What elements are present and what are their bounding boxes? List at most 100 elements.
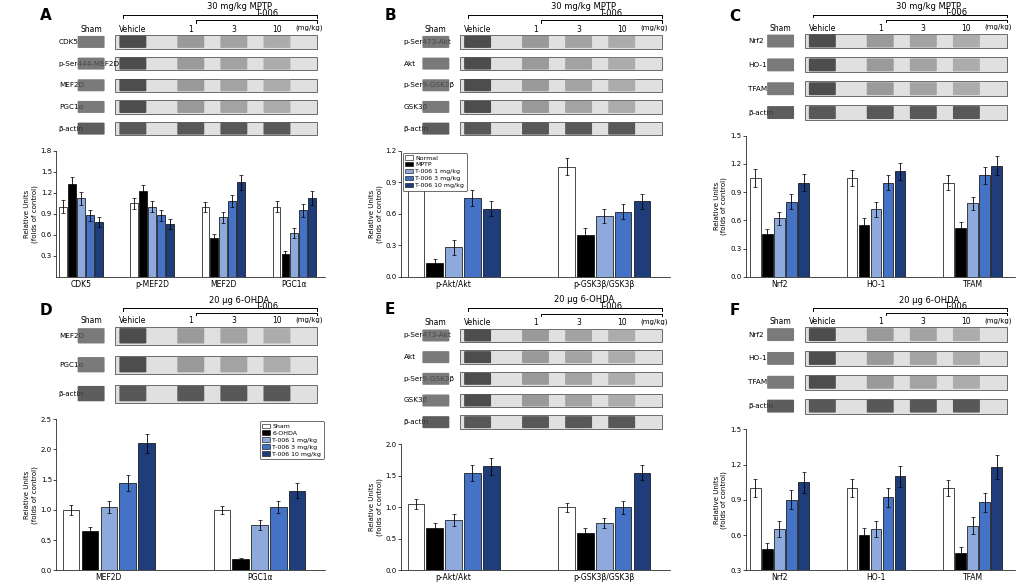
Text: (mg/kg): (mg/kg)	[639, 318, 666, 325]
Bar	[557, 166, 575, 277]
Bar	[804, 375, 1006, 390]
Bar	[943, 488, 953, 570]
Text: β-actin: β-actin	[59, 390, 84, 397]
FancyBboxPatch shape	[77, 357, 105, 372]
FancyBboxPatch shape	[422, 351, 449, 363]
Bar	[482, 209, 499, 277]
Text: 30 mg/kg MPTP: 30 mg/kg MPTP	[207, 2, 271, 11]
Bar	[761, 549, 771, 570]
FancyBboxPatch shape	[909, 35, 935, 48]
FancyBboxPatch shape	[952, 82, 979, 95]
FancyBboxPatch shape	[77, 328, 105, 343]
Text: p-Ser444-MEF2D: p-Ser444-MEF2D	[59, 61, 120, 66]
Text: 3: 3	[576, 318, 581, 328]
FancyBboxPatch shape	[808, 82, 835, 95]
FancyBboxPatch shape	[607, 36, 635, 48]
Bar	[482, 466, 499, 570]
Y-axis label: Relative Units
(folds of control): Relative Units (folds of control)	[369, 479, 382, 536]
Bar	[577, 235, 593, 277]
Text: TFAM: TFAM	[748, 379, 766, 385]
Y-axis label: Relative Units
(folds of control): Relative Units (folds of control)	[713, 178, 727, 235]
Text: 10: 10	[272, 316, 281, 325]
FancyBboxPatch shape	[766, 352, 793, 365]
Legend: Sham, 6-OHDA, T-006 1 mg/kg, T-006 3 mg/kg, T-006 10 mg/kg: Sham, 6-OHDA, T-006 1 mg/kg, T-006 3 mg/…	[260, 421, 323, 459]
Bar	[804, 81, 1006, 96]
Bar	[978, 175, 989, 277]
Text: (mg/kg): (mg/kg)	[294, 25, 322, 31]
Bar	[210, 238, 218, 277]
FancyBboxPatch shape	[177, 386, 204, 401]
Text: Sham: Sham	[769, 317, 791, 326]
Bar	[464, 198, 480, 277]
FancyBboxPatch shape	[565, 395, 591, 406]
Y-axis label: Relative Units
(folds of control): Relative Units (folds of control)	[24, 466, 38, 524]
Text: Vehicle: Vehicle	[119, 316, 147, 325]
Bar	[464, 473, 480, 570]
Bar	[426, 527, 442, 570]
Bar	[460, 416, 661, 429]
Bar	[157, 215, 165, 277]
FancyBboxPatch shape	[422, 329, 449, 342]
Bar	[614, 507, 631, 570]
Text: β-actin: β-actin	[748, 403, 772, 409]
FancyBboxPatch shape	[766, 400, 793, 413]
Text: Vehicle: Vehicle	[808, 24, 836, 32]
Bar	[115, 356, 317, 373]
FancyBboxPatch shape	[522, 395, 548, 406]
FancyBboxPatch shape	[808, 352, 835, 365]
Text: Vehicle: Vehicle	[808, 317, 836, 326]
Bar	[270, 507, 286, 570]
Text: 10: 10	[616, 25, 626, 34]
Bar	[881, 497, 893, 570]
FancyBboxPatch shape	[866, 400, 893, 413]
FancyBboxPatch shape	[607, 101, 635, 113]
Bar	[773, 529, 784, 570]
Bar	[870, 209, 880, 277]
FancyBboxPatch shape	[422, 123, 449, 135]
Text: Sham: Sham	[769, 24, 791, 32]
Bar	[460, 100, 661, 113]
FancyBboxPatch shape	[565, 123, 591, 135]
Bar	[140, 192, 147, 277]
FancyBboxPatch shape	[866, 106, 893, 119]
FancyBboxPatch shape	[522, 373, 548, 385]
FancyBboxPatch shape	[565, 58, 591, 69]
FancyBboxPatch shape	[119, 36, 146, 48]
FancyBboxPatch shape	[808, 328, 835, 341]
Text: 10: 10	[272, 25, 281, 34]
Bar	[115, 385, 317, 403]
FancyBboxPatch shape	[464, 58, 490, 69]
Text: 1: 1	[189, 25, 193, 34]
Bar	[236, 182, 245, 277]
Bar	[288, 490, 305, 570]
FancyBboxPatch shape	[607, 416, 635, 428]
FancyBboxPatch shape	[119, 386, 146, 401]
FancyBboxPatch shape	[766, 106, 793, 119]
Bar	[786, 500, 796, 570]
FancyBboxPatch shape	[464, 79, 490, 91]
Bar	[59, 207, 67, 277]
Bar	[894, 172, 905, 277]
FancyBboxPatch shape	[952, 106, 979, 119]
Text: 3: 3	[920, 317, 925, 326]
Legend: Normal, MPTP, T-006 1 mg/kg, T-006 3 mg/kg, T-006 10 mg/kg: Normal, MPTP, T-006 1 mg/kg, T-006 3 mg/…	[403, 153, 466, 191]
FancyBboxPatch shape	[607, 58, 635, 69]
Text: PGC1α: PGC1α	[59, 362, 84, 368]
Bar	[749, 178, 760, 277]
Text: Nrf2: Nrf2	[748, 38, 763, 44]
Text: MEF2D: MEF2D	[59, 82, 84, 88]
Text: T-006: T-006	[944, 8, 966, 18]
FancyBboxPatch shape	[808, 400, 835, 413]
FancyBboxPatch shape	[866, 376, 893, 389]
FancyBboxPatch shape	[220, 79, 247, 91]
Text: PGC1α: PGC1α	[59, 104, 84, 110]
Bar	[460, 329, 661, 342]
Text: Akt: Akt	[404, 61, 416, 66]
Text: Nrf2: Nrf2	[748, 332, 763, 338]
Text: Vehicle: Vehicle	[119, 25, 147, 34]
Bar	[115, 35, 317, 49]
Text: 1: 1	[533, 25, 537, 34]
Bar	[213, 510, 230, 570]
FancyBboxPatch shape	[263, 357, 290, 372]
Bar	[166, 224, 173, 277]
